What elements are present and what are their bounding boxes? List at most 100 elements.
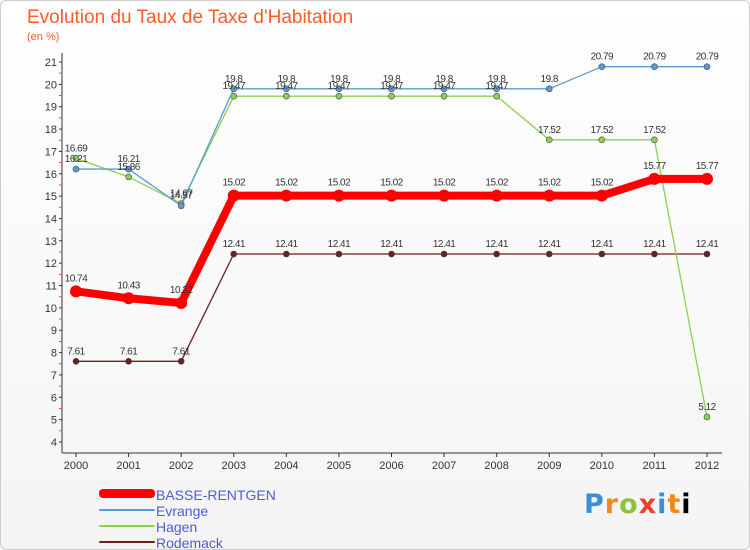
data-label-rodemack: 12.41 — [538, 239, 561, 250]
data-point-evrange — [230, 85, 238, 93]
series-line-rodemack — [75, 253, 708, 362]
data-point-rodemack — [177, 358, 185, 365]
data-label-rodemack: 7.61 — [120, 346, 138, 357]
y-tick-label: 13 — [45, 236, 57, 248]
x-tick-label: 2011 — [643, 460, 667, 472]
data-label-evrange: 19.8 — [435, 74, 453, 85]
data-point-rodemack — [703, 250, 711, 258]
data-point-rodemack — [125, 358, 132, 365]
data-point-rodemack — [493, 250, 500, 258]
x-tick-label: 2000 — [64, 460, 88, 472]
data-point-evrange — [703, 63, 711, 70]
data-label-evrange: 19.8 — [488, 74, 506, 85]
data-point-hagen — [703, 413, 711, 421]
data-label-basse-rentgen: 15.02 — [380, 178, 403, 189]
legend-swatch-rodemack — [99, 541, 155, 543]
data-label-basse-rentgen: 15.02 — [275, 178, 298, 189]
data-label-rodemack: 12.41 — [485, 239, 508, 250]
data-point-hagen — [493, 92, 500, 100]
data-point-hagen — [545, 136, 553, 144]
x-tick-label: 2006 — [379, 460, 403, 472]
data-label-rodemack: 12.41 — [380, 239, 403, 250]
data-label-rodemack: 7.61 — [172, 346, 190, 357]
data-label-evrange: 19.8 — [383, 74, 401, 85]
data-label-basse-rentgen: 15.77 — [643, 161, 666, 172]
data-point-hagen — [125, 173, 132, 181]
data-point-rodemack — [598, 250, 606, 258]
data-label-hagen: 14.67 — [170, 188, 193, 199]
data-point-rodemack — [72, 358, 80, 365]
series-group — [70, 63, 713, 421]
data-label-rodemack: 12.41 — [643, 239, 666, 250]
logo-letter: i — [681, 489, 692, 520]
y-tick-label: 6 — [51, 392, 57, 404]
data-point-evrange — [440, 85, 448, 93]
y-tick-label: 15 — [45, 191, 57, 203]
x-tick-label: 2001 — [116, 460, 140, 472]
data-label-basse-rentgen: 15.02 — [591, 178, 614, 189]
data-point-basse-rentgen — [595, 189, 608, 202]
x-tick-label: 2004 — [274, 460, 298, 472]
data-label-hagen: 17.52 — [591, 125, 614, 136]
data-point-basse-rentgen — [70, 285, 82, 298]
data-point-basse-rentgen — [280, 189, 293, 202]
x-tick-label: 2010 — [590, 460, 614, 472]
chart-subtitle: (en %) — [27, 31, 60, 43]
data-label-basse-rentgen: 15.02 — [328, 178, 351, 189]
data-point-basse-rentgen — [227, 189, 240, 202]
legend-label-evrange: Evrange — [156, 503, 209, 519]
data-label-hagen: 5.12 — [698, 402, 716, 413]
data-point-hagen — [283, 92, 290, 100]
data-label-hagen: 17.52 — [538, 125, 561, 136]
proxiti-logo: Proxiti — [584, 489, 692, 520]
data-point-basse-rentgen — [648, 172, 661, 185]
data-label-hagen: 16.69 — [65, 143, 88, 154]
data-point-basse-rentgen — [701, 172, 713, 185]
x-tick-label: 2002 — [169, 460, 193, 472]
data-point-basse-rentgen — [543, 189, 556, 202]
data-point-evrange — [72, 165, 80, 173]
data-label-rodemack: 12.41 — [591, 239, 614, 250]
data-point-basse-rentgen — [490, 189, 503, 202]
data-point-hagen — [335, 92, 343, 100]
data-point-rodemack — [440, 250, 448, 258]
data-point-rodemack — [230, 250, 238, 258]
legend-label-rodemack: Rodemack — [156, 535, 223, 550]
data-label-hagen: 19.47 — [485, 81, 508, 92]
x-tick-label: 2003 — [222, 460, 246, 472]
data-point-evrange — [545, 85, 553, 93]
data-label-rodemack: 12.41 — [328, 239, 351, 250]
y-tick-label: 20 — [45, 79, 57, 91]
data-label-evrange: 19.8 — [541, 74, 559, 85]
axes: 4 5 6 7 8 9 10 11 12 13 14 15 16 17 18 19 20 21 2000 2001 20… — [45, 53, 722, 472]
data-label-rodemack: 12.41 — [433, 239, 456, 250]
y-tick-label: 11 — [46, 281, 57, 293]
data-label-basse-rentgen: 10.74 — [65, 273, 88, 284]
logo-letter: i — [657, 489, 668, 520]
data-point-rodemack — [545, 250, 553, 258]
x-tick-label: 2008 — [484, 460, 508, 472]
data-label-rodemack: 12.41 — [275, 239, 298, 250]
data-labels: 7.61 7.61 7.61 12.41 12.41 12.41 12.41 12.41 12.… — [65, 52, 720, 413]
data-point-evrange — [493, 85, 500, 93]
data-label-hagen: 19.47 — [380, 81, 403, 92]
y-tick-label: 8 — [51, 348, 57, 360]
logo-letter: o — [619, 489, 639, 520]
data-point-hagen — [598, 136, 606, 144]
data-point-rodemack — [651, 250, 658, 258]
data-label-evrange: 20.79 — [696, 52, 719, 63]
data-point-evrange — [335, 85, 343, 93]
data-label-evrange: 16.21 — [117, 154, 140, 165]
data-label-basse-rentgen: 15.77 — [696, 161, 719, 172]
data-label-hagen: 19.47 — [222, 81, 245, 92]
y-tick-label: 21 — [45, 57, 57, 69]
logo-letter: t — [667, 489, 682, 520]
data-label-hagen: 17.52 — [643, 125, 666, 136]
y-tick-label: 5 — [51, 415, 57, 427]
data-point-rodemack — [388, 250, 395, 258]
x-tick-label: 2005 — [327, 460, 351, 472]
legend-swatch-evrange — [99, 509, 155, 511]
data-label-basse-rentgen: 15.02 — [538, 178, 561, 189]
data-label-evrange: 19.8 — [278, 74, 296, 85]
